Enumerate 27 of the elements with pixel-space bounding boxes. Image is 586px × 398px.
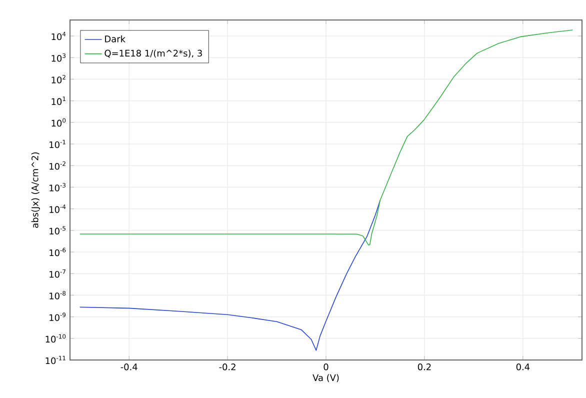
y-tick-label: 10$^{-8}$ <box>50 291 66 300</box>
y-tick-label: 10$^{-10}$ <box>46 334 66 343</box>
y-tick-label: 10$^{3}$ <box>52 53 66 62</box>
x-tick-label: 0 <box>324 364 328 370</box>
x-axis-title: Va (V) <box>312 374 339 382</box>
y-tick-label: 10$^{-5}$ <box>50 226 66 235</box>
line-series <box>79 200 381 351</box>
y-tick-label: 10$^{1}$ <box>52 96 66 105</box>
y-tick-label: 10$^{-1}$ <box>50 140 66 148</box>
y-tick-label: 10$^{4}$ <box>52 32 66 40</box>
y-tick-label: 10$^{0}$ <box>52 118 66 127</box>
legend-label: Dark <box>105 35 126 42</box>
y-tick-label: 10$^{-11}$ <box>46 356 66 364</box>
y-tick-label: 10$^{2}$ <box>52 75 66 84</box>
x-tick-label: 0.2 <box>418 364 431 370</box>
x-tick-label: -0.2 <box>219 364 236 370</box>
legend-label: Q=1E18 1/(m^2*s), 3 <box>104 50 202 58</box>
line-series <box>79 30 574 246</box>
y-tick-label: 10$^{-3}$ <box>50 183 66 192</box>
y-axis-title: abs(Jx) (A/cm^2) <box>31 152 40 228</box>
y-tick-label: 10$^{-7}$ <box>50 269 66 278</box>
y-tick-label: 10$^{-6}$ <box>50 248 66 256</box>
x-tick-label: -0.4 <box>120 364 138 370</box>
y-tick-label: 10$^{-2}$ <box>50 161 66 170</box>
y-tick-label: 10$^{-9}$ <box>50 312 66 321</box>
x-tick-label: 0.4 <box>516 364 530 370</box>
y-tick-label: 10$^{-4}$ <box>50 204 66 213</box>
